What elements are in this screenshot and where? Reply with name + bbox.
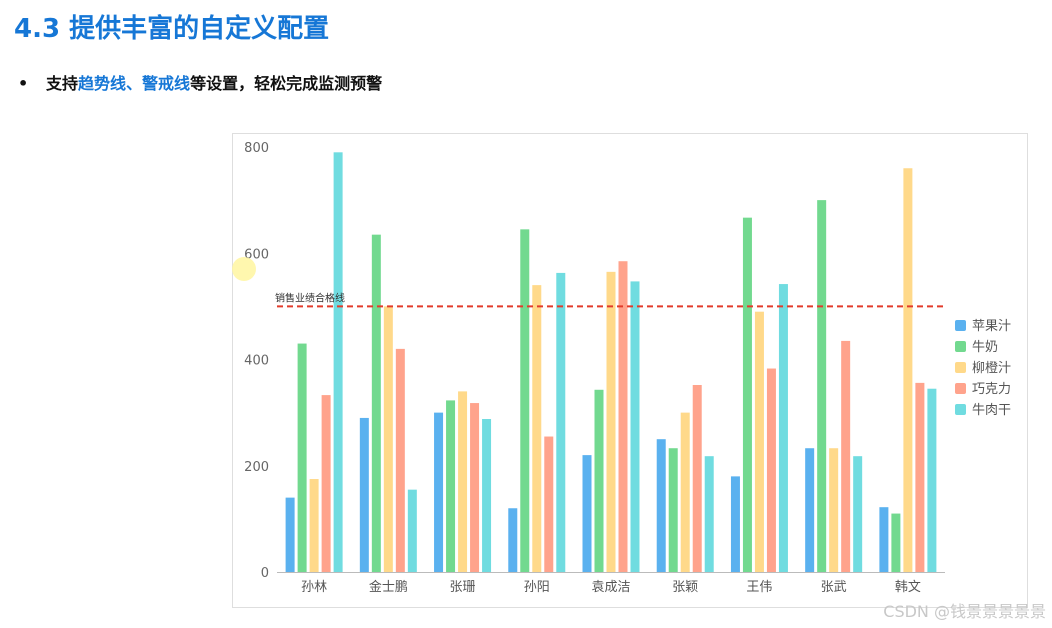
legend-swatch <box>955 383 966 394</box>
bar <box>321 395 331 572</box>
bar <box>730 476 740 572</box>
x-tick-label: 袁成洁 <box>591 580 630 595</box>
bullet-highlight-trendline: 趋势线 <box>78 74 127 93</box>
warning-line-label: 销售业绩合格线 <box>275 291 345 304</box>
bar <box>606 271 616 572</box>
bar <box>582 455 592 572</box>
x-tick-label: 孙阳 <box>524 580 550 595</box>
legend-label: 柳橙汁 <box>972 361 1011 376</box>
bar <box>297 343 307 572</box>
bar <box>556 272 566 572</box>
y-tick-label: 0 <box>261 566 269 581</box>
legend-swatch <box>955 341 966 352</box>
bar <box>927 388 937 572</box>
bar <box>680 412 690 572</box>
y-tick-label: 800 <box>244 141 269 156</box>
x-tick-label: 王伟 <box>746 580 772 595</box>
bar <box>778 284 788 572</box>
feature-bullet: • 支持趋势线、警戒线等设置，轻松完成监测预警 <box>18 70 382 94</box>
page-title: 4.3 提供丰富的自定义配置 <box>14 14 330 44</box>
bullet-separator: 、 <box>126 74 143 93</box>
bar <box>879 507 889 572</box>
bar <box>630 281 640 572</box>
bar <box>656 439 666 572</box>
legend-label: 巧克力 <box>972 382 1011 397</box>
bar <box>742 217 752 572</box>
bar <box>434 412 444 572</box>
bar <box>407 489 417 572</box>
bar <box>458 391 468 572</box>
bar <box>371 234 381 572</box>
x-tick-label: 金士鹏 <box>369 579 408 595</box>
bar <box>915 382 925 572</box>
bar <box>383 306 393 572</box>
y-tick-label: 400 <box>244 354 269 369</box>
legend-label: 牛奶 <box>972 340 998 355</box>
x-tick-label: 张颖 <box>672 580 698 595</box>
bar <box>817 200 827 572</box>
bar <box>333 152 343 572</box>
bar <box>470 403 480 572</box>
y-tick-label: 200 <box>244 460 269 475</box>
watermark: CSDN @钱景景景景景 <box>883 602 1046 621</box>
chart-container: 0 200 400 600 800 孙林 金士鹏 张珊 孙阳 袁成洁 张颖 王伟 张武 韩文 销售业绩合格线… <box>232 133 1028 608</box>
bar <box>618 261 628 572</box>
bar <box>508 508 518 572</box>
bar <box>692 385 702 572</box>
cursor-highlight <box>232 257 256 281</box>
bar <box>829 448 839 572</box>
bar <box>520 229 530 572</box>
bar <box>766 368 776 572</box>
bullet-suffix: 等设置，轻松完成监测预警 <box>190 74 383 93</box>
bar <box>359 417 369 572</box>
bar <box>532 285 542 572</box>
bar <box>891 513 901 572</box>
bar <box>482 419 492 572</box>
bar <box>805 448 815 572</box>
bar <box>754 311 764 572</box>
bullet-marker: • <box>18 74 29 93</box>
legend-swatch <box>955 404 966 415</box>
bar <box>285 497 295 572</box>
legend-label: 苹果汁 <box>972 319 1011 334</box>
bar <box>841 340 851 572</box>
x-tick-label: 张珊 <box>450 580 476 595</box>
bar <box>594 389 604 572</box>
bullet-highlight-warningline: 警戒线 <box>142 74 191 93</box>
bar <box>668 448 678 572</box>
bar <box>903 168 913 572</box>
legend-swatch <box>955 320 966 331</box>
bar <box>544 436 554 572</box>
x-tick-label: 孙林 <box>301 580 327 595</box>
bar <box>395 348 405 572</box>
legend-swatch <box>955 362 966 373</box>
legend-label: 牛肉干 <box>972 403 1011 418</box>
bar <box>309 479 319 572</box>
x-tick-label: 张武 <box>821 580 847 595</box>
bar <box>704 456 714 572</box>
bar <box>446 400 456 572</box>
bar <box>853 456 863 572</box>
x-tick-label: 韩文 <box>895 580 921 595</box>
bullet-prefix: 支持 <box>46 74 79 93</box>
